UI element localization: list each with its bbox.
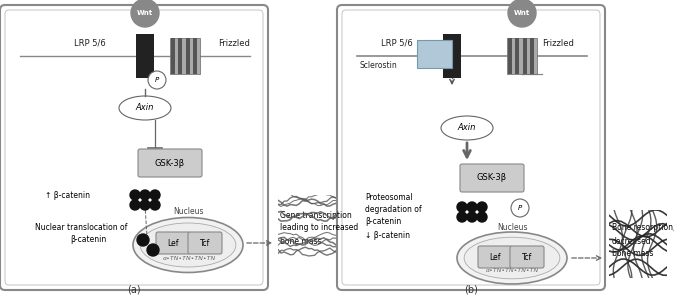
- Text: (b): (b): [464, 285, 478, 295]
- Text: Wnt: Wnt: [514, 10, 530, 16]
- Text: Frizzled: Frizzled: [542, 39, 574, 48]
- Circle shape: [148, 71, 166, 89]
- Text: Nucleus: Nucleus: [173, 208, 204, 217]
- Text: (a): (a): [127, 285, 141, 295]
- Circle shape: [140, 190, 150, 200]
- Text: Tcf: Tcf: [200, 238, 210, 247]
- Bar: [443, 34, 461, 78]
- Text: bone mass: bone mass: [612, 249, 654, 258]
- Bar: [417, 40, 452, 68]
- Text: leading to increased: leading to increased: [280, 224, 359, 233]
- Circle shape: [457, 202, 467, 212]
- Bar: [507, 38, 537, 74]
- Text: LRP 5/6: LRP 5/6: [74, 39, 106, 48]
- Bar: [530, 38, 534, 74]
- Circle shape: [130, 200, 140, 210]
- Text: Lef: Lef: [167, 238, 179, 247]
- Circle shape: [150, 190, 160, 200]
- FancyBboxPatch shape: [460, 164, 524, 192]
- Text: β-catenin: β-catenin: [70, 236, 106, 244]
- Circle shape: [137, 234, 149, 246]
- FancyBboxPatch shape: [478, 246, 512, 268]
- FancyBboxPatch shape: [0, 5, 268, 290]
- Text: Lef: Lef: [489, 252, 501, 261]
- Text: α•TN•TN•TN•TN: α•TN•TN•TN•TN: [485, 268, 539, 274]
- Circle shape: [457, 212, 467, 222]
- Circle shape: [150, 200, 160, 210]
- Text: bone mass: bone mass: [280, 236, 321, 246]
- FancyBboxPatch shape: [188, 232, 222, 254]
- Text: α•TN•TN•TN•TN: α•TN•TN•TN•TN: [162, 255, 216, 260]
- Bar: [136, 34, 154, 78]
- Text: ↑ β-catenin: ↑ β-catenin: [45, 190, 90, 200]
- Circle shape: [511, 199, 529, 217]
- Circle shape: [467, 212, 477, 222]
- Circle shape: [477, 202, 487, 212]
- Bar: [186, 38, 190, 74]
- Bar: [170, 38, 200, 74]
- Ellipse shape: [464, 237, 560, 279]
- Text: Proteosomal: Proteosomal: [365, 194, 412, 203]
- Text: Axin: Axin: [136, 103, 154, 113]
- Circle shape: [477, 212, 487, 222]
- Circle shape: [508, 0, 536, 27]
- Bar: [178, 38, 183, 74]
- FancyBboxPatch shape: [156, 232, 190, 254]
- Text: Bone resorption,: Bone resorption,: [612, 224, 674, 233]
- Circle shape: [130, 190, 140, 200]
- Text: P: P: [518, 205, 522, 211]
- Text: decreased: decreased: [612, 236, 652, 246]
- Text: LRP 5/6: LRP 5/6: [381, 39, 413, 48]
- FancyBboxPatch shape: [337, 5, 605, 290]
- Text: ↓ β-catenin: ↓ β-catenin: [365, 231, 410, 241]
- Text: Gene transcription: Gene transcription: [280, 211, 352, 219]
- Bar: [515, 38, 520, 74]
- Text: Nuclear translocation of: Nuclear translocation of: [35, 224, 127, 233]
- Circle shape: [147, 244, 159, 256]
- Bar: [171, 38, 175, 74]
- Text: Nucleus: Nucleus: [497, 224, 527, 233]
- Text: GSK-3β: GSK-3β: [155, 159, 185, 168]
- Circle shape: [131, 0, 159, 27]
- Text: degradation of: degradation of: [365, 206, 422, 214]
- FancyBboxPatch shape: [138, 149, 202, 177]
- Bar: [523, 38, 527, 74]
- Bar: [508, 38, 512, 74]
- Ellipse shape: [119, 96, 171, 120]
- Text: Sclerostin: Sclerostin: [359, 61, 397, 69]
- Ellipse shape: [457, 232, 567, 284]
- Text: Wnt: Wnt: [137, 10, 153, 16]
- Ellipse shape: [441, 116, 493, 140]
- Text: GSK-3β: GSK-3β: [477, 173, 507, 182]
- Bar: [193, 38, 197, 74]
- Text: P: P: [155, 77, 159, 83]
- Text: β-catenin: β-catenin: [365, 217, 401, 227]
- Circle shape: [467, 202, 477, 212]
- FancyBboxPatch shape: [510, 246, 544, 268]
- Ellipse shape: [133, 217, 243, 273]
- Text: Frizzled: Frizzled: [218, 39, 250, 48]
- Circle shape: [140, 200, 150, 210]
- Text: Axin: Axin: [458, 124, 477, 132]
- Ellipse shape: [140, 223, 236, 267]
- Text: Tcf: Tcf: [522, 252, 532, 261]
